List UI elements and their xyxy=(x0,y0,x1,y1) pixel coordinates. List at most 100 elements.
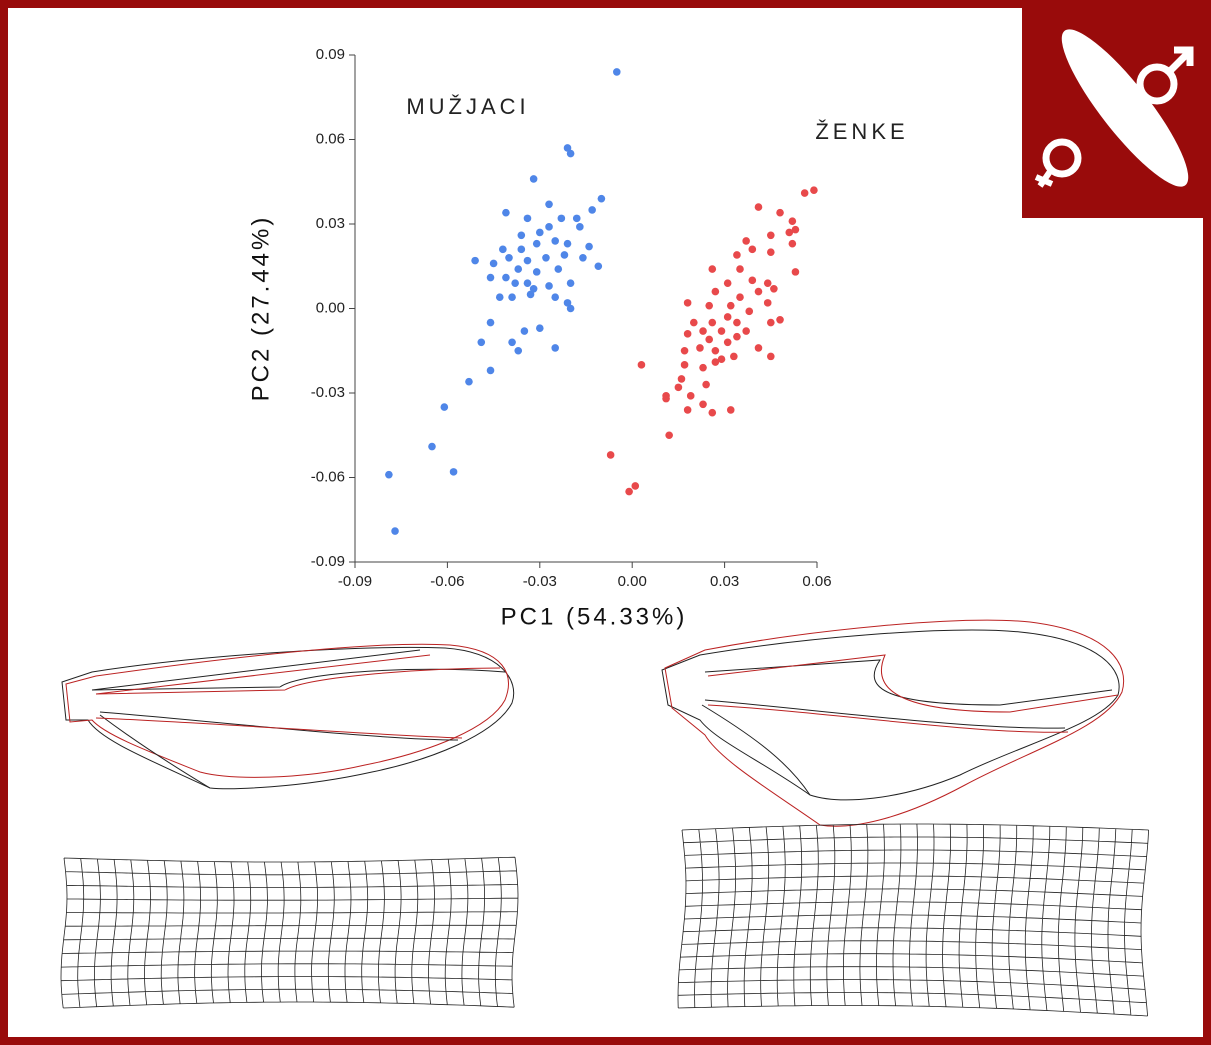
point xyxy=(508,293,516,302)
point xyxy=(763,279,772,287)
point xyxy=(486,273,495,282)
point xyxy=(551,293,559,302)
point xyxy=(770,284,778,293)
point xyxy=(754,203,763,211)
male-symbol xyxy=(1136,63,1178,105)
point xyxy=(526,290,535,299)
point xyxy=(597,194,606,203)
point xyxy=(566,149,575,158)
point xyxy=(566,279,575,287)
point xyxy=(763,299,772,307)
point xyxy=(471,256,479,265)
female-cross xyxy=(1034,168,1054,188)
point xyxy=(748,245,757,254)
point xyxy=(736,293,744,302)
point xyxy=(736,265,744,273)
point xyxy=(726,406,735,414)
y-tick-label: 0.03 xyxy=(316,215,345,232)
point xyxy=(788,239,797,248)
female-symbol xyxy=(1042,138,1082,178)
point xyxy=(717,355,726,364)
point xyxy=(465,377,473,386)
point xyxy=(665,431,673,440)
point xyxy=(385,470,393,479)
point xyxy=(477,338,486,347)
point xyxy=(705,301,713,310)
point xyxy=(440,403,449,411)
point xyxy=(572,214,581,223)
point xyxy=(563,239,572,248)
point xyxy=(579,253,587,262)
point xyxy=(391,527,399,535)
point xyxy=(791,225,800,234)
point xyxy=(711,358,720,366)
point xyxy=(517,245,526,254)
point xyxy=(523,279,532,287)
x-tick-label: -0.06 xyxy=(430,573,464,590)
point xyxy=(545,223,553,231)
sex-icon xyxy=(1022,8,1203,218)
point xyxy=(791,268,800,276)
y-tick-label: 0.06 xyxy=(316,130,345,147)
deformation-grids xyxy=(60,823,1149,1017)
male-arrow xyxy=(1166,46,1194,75)
point xyxy=(711,287,720,296)
point xyxy=(662,394,670,403)
point xyxy=(767,318,775,327)
x-tick-label: 0.06 xyxy=(802,573,831,590)
point xyxy=(726,301,735,310)
point xyxy=(708,318,717,327)
point xyxy=(566,304,575,313)
scatter-plot: -0.09 -0.06 -0.03 0.00 0.03 0.06 0.09 -0.09 -0.0… xyxy=(311,46,832,590)
point xyxy=(536,228,544,237)
point xyxy=(767,248,775,256)
point xyxy=(523,214,532,223)
point xyxy=(733,251,741,259)
point xyxy=(733,318,741,327)
point xyxy=(690,318,698,327)
point xyxy=(514,265,523,273)
point xyxy=(767,231,775,240)
point xyxy=(788,217,797,225)
point xyxy=(585,242,593,251)
group-label: MUŽJACI xyxy=(406,94,529,119)
point xyxy=(499,245,507,254)
point xyxy=(674,383,683,392)
point xyxy=(785,228,794,237)
y-tick-label: 0.09 xyxy=(316,46,345,63)
y-axis-title: PC2 (27.44%) xyxy=(247,215,274,402)
point xyxy=(776,208,784,217)
point xyxy=(532,268,541,276)
point xyxy=(742,237,750,245)
point xyxy=(677,375,686,383)
point xyxy=(606,451,615,459)
point xyxy=(554,265,563,273)
point xyxy=(754,344,763,352)
grid-mesh xyxy=(677,823,1149,1017)
point xyxy=(723,313,732,321)
point xyxy=(683,299,692,307)
point xyxy=(613,68,621,76)
point xyxy=(486,318,495,327)
x-tick-label: 0.03 xyxy=(710,573,739,590)
point xyxy=(767,352,775,361)
point xyxy=(551,237,559,245)
point xyxy=(520,327,529,335)
point xyxy=(699,400,707,409)
point xyxy=(514,346,523,355)
point xyxy=(748,276,757,285)
x-tick-label: 0.00 xyxy=(618,573,647,590)
point xyxy=(696,344,704,352)
y-tick-label: -0.06 xyxy=(311,468,345,485)
point xyxy=(502,208,510,217)
point xyxy=(680,346,689,355)
point xyxy=(523,256,532,265)
point xyxy=(428,442,436,451)
point xyxy=(551,344,559,352)
point xyxy=(588,206,596,214)
point xyxy=(699,363,707,372)
point xyxy=(511,279,519,287)
wing-right xyxy=(661,619,1125,827)
point xyxy=(631,482,640,490)
